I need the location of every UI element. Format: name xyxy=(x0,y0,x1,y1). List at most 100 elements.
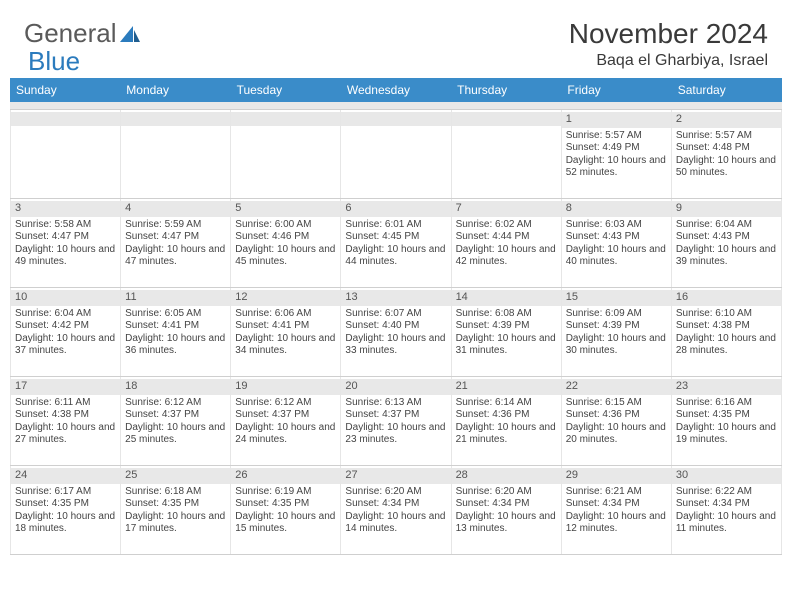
day-number: 17 xyxy=(15,380,27,392)
sunset-text: Sunset: 4:37 PM xyxy=(235,409,336,422)
daynum-row: 24 xyxy=(11,468,120,484)
week-row: 17Sunrise: 6:11 AMSunset: 4:38 PMDayligh… xyxy=(10,377,782,466)
day-number: 26 xyxy=(235,469,247,481)
daylight-text: Daylight: 10 hours and 44 minutes. xyxy=(345,244,446,269)
day-cell: 6Sunrise: 6:01 AMSunset: 4:45 PMDaylight… xyxy=(341,199,451,287)
daylight-text: Daylight: 10 hours and 31 minutes. xyxy=(456,333,557,358)
dow-row: Sunday Monday Tuesday Wednesday Thursday… xyxy=(10,78,782,102)
brand-logo: General xyxy=(24,18,141,49)
sunset-text: Sunset: 4:36 PM xyxy=(566,409,667,422)
calendar: Sunday Monday Tuesday Wednesday Thursday… xyxy=(0,78,792,555)
sunrise-text: Sunrise: 6:09 AM xyxy=(566,308,667,321)
daylight-text: Daylight: 10 hours and 50 minutes. xyxy=(676,155,777,180)
daylight-text: Daylight: 10 hours and 13 minutes. xyxy=(456,511,557,536)
daylight-text: Daylight: 10 hours and 17 minutes. xyxy=(125,511,226,536)
day-cell: 29Sunrise: 6:21 AMSunset: 4:34 PMDayligh… xyxy=(562,466,672,554)
daylight-text: Daylight: 10 hours and 34 minutes. xyxy=(235,333,336,358)
daylight-text: Daylight: 10 hours and 11 minutes. xyxy=(676,511,777,536)
week-row: 10Sunrise: 6:04 AMSunset: 4:42 PMDayligh… xyxy=(10,288,782,377)
day-number: 8 xyxy=(566,202,572,214)
sunset-text: Sunset: 4:35 PM xyxy=(676,409,777,422)
sunrise-text: Sunrise: 6:06 AM xyxy=(235,308,336,321)
sunrise-text: Sunrise: 6:11 AM xyxy=(15,397,116,410)
daylight-text: Daylight: 10 hours and 36 minutes. xyxy=(125,333,226,358)
daynum-row: 25 xyxy=(121,468,230,484)
day-number: 2 xyxy=(676,113,682,125)
daylight-text: Daylight: 10 hours and 15 minutes. xyxy=(235,511,336,536)
day-number: 13 xyxy=(345,291,357,303)
day-number: 28 xyxy=(456,469,468,481)
daynum-row: 28 xyxy=(452,468,561,484)
daylight-text: Daylight: 10 hours and 21 minutes. xyxy=(456,422,557,447)
daynum-row: 2 xyxy=(672,112,781,128)
daylight-text: Daylight: 10 hours and 20 minutes. xyxy=(566,422,667,447)
weeks-container: 1Sunrise: 5:57 AMSunset: 4:49 PMDaylight… xyxy=(10,110,782,555)
week-row: 1Sunrise: 5:57 AMSunset: 4:49 PMDaylight… xyxy=(10,110,782,199)
daynum-row: 3 xyxy=(11,201,120,217)
sunset-text: Sunset: 4:43 PM xyxy=(676,231,777,244)
sunrise-text: Sunrise: 6:12 AM xyxy=(125,397,226,410)
daynum-row xyxy=(121,112,230,126)
daylight-text: Daylight: 10 hours and 18 minutes. xyxy=(15,511,116,536)
daylight-text: Daylight: 10 hours and 28 minutes. xyxy=(676,333,777,358)
day-cell: 9Sunrise: 6:04 AMSunset: 4:43 PMDaylight… xyxy=(672,199,782,287)
sunset-text: Sunset: 4:45 PM xyxy=(345,231,446,244)
day-cell: 2Sunrise: 5:57 AMSunset: 4:48 PMDaylight… xyxy=(672,110,782,198)
day-number: 16 xyxy=(676,291,688,303)
daynum-row: 11 xyxy=(121,290,230,306)
sunrise-text: Sunrise: 5:57 AM xyxy=(676,130,777,143)
day-cell: 11Sunrise: 6:05 AMSunset: 4:41 PMDayligh… xyxy=(121,288,231,376)
daynum-row: 26 xyxy=(231,468,340,484)
daynum-row: 10 xyxy=(11,290,120,306)
daynum-row: 17 xyxy=(11,379,120,395)
dow-sunday: Sunday xyxy=(10,78,120,102)
day-number: 5 xyxy=(235,202,241,214)
daylight-text: Daylight: 10 hours and 12 minutes. xyxy=(566,511,667,536)
spacer xyxy=(10,102,782,110)
day-cell: 8Sunrise: 6:03 AMSunset: 4:43 PMDaylight… xyxy=(562,199,672,287)
day-cell: 26Sunrise: 6:19 AMSunset: 4:35 PMDayligh… xyxy=(231,466,341,554)
day-cell: 1Sunrise: 5:57 AMSunset: 4:49 PMDaylight… xyxy=(562,110,672,198)
day-cell: 22Sunrise: 6:15 AMSunset: 4:36 PMDayligh… xyxy=(562,377,672,465)
day-cell xyxy=(121,110,231,198)
sunset-text: Sunset: 4:35 PM xyxy=(235,498,336,511)
daylight-text: Daylight: 10 hours and 30 minutes. xyxy=(566,333,667,358)
day-cell: 10Sunrise: 6:04 AMSunset: 4:42 PMDayligh… xyxy=(10,288,121,376)
sunrise-text: Sunrise: 6:10 AM xyxy=(676,308,777,321)
day-number: 29 xyxy=(566,469,578,481)
sunset-text: Sunset: 4:39 PM xyxy=(566,320,667,333)
day-cell: 27Sunrise: 6:20 AMSunset: 4:34 PMDayligh… xyxy=(341,466,451,554)
sunrise-text: Sunrise: 6:20 AM xyxy=(345,486,446,499)
day-number: 7 xyxy=(456,202,462,214)
daynum-row: 4 xyxy=(121,201,230,217)
sunrise-text: Sunrise: 6:04 AM xyxy=(676,219,777,232)
daynum-row: 1 xyxy=(562,112,671,128)
daynum-row: 29 xyxy=(562,468,671,484)
daynum-row xyxy=(341,112,450,126)
sunrise-text: Sunrise: 5:58 AM xyxy=(15,219,116,232)
sunset-text: Sunset: 4:34 PM xyxy=(676,498,777,511)
day-cell: 25Sunrise: 6:18 AMSunset: 4:35 PMDayligh… xyxy=(121,466,231,554)
sunset-text: Sunset: 4:47 PM xyxy=(15,231,116,244)
daynum-row: 5 xyxy=(231,201,340,217)
sunset-text: Sunset: 4:46 PM xyxy=(235,231,336,244)
sunrise-text: Sunrise: 6:00 AM xyxy=(235,219,336,232)
week-row: 24Sunrise: 6:17 AMSunset: 4:35 PMDayligh… xyxy=(10,466,782,555)
daynum-row: 19 xyxy=(231,379,340,395)
daylight-text: Daylight: 10 hours and 14 minutes. xyxy=(345,511,446,536)
daynum-row: 13 xyxy=(341,290,450,306)
sunrise-text: Sunrise: 6:18 AM xyxy=(125,486,226,499)
daynum-row: 12 xyxy=(231,290,340,306)
sunrise-text: Sunrise: 6:13 AM xyxy=(345,397,446,410)
daynum-row: 30 xyxy=(672,468,781,484)
location: Baqa el Gharbiya, Israel xyxy=(569,52,768,70)
day-cell: 7Sunrise: 6:02 AMSunset: 4:44 PMDaylight… xyxy=(452,199,562,287)
sunset-text: Sunset: 4:43 PM xyxy=(566,231,667,244)
daylight-text: Daylight: 10 hours and 27 minutes. xyxy=(15,422,116,447)
sunset-text: Sunset: 4:41 PM xyxy=(125,320,226,333)
sunrise-text: Sunrise: 6:22 AM xyxy=(676,486,777,499)
day-number: 10 xyxy=(15,291,27,303)
sunset-text: Sunset: 4:47 PM xyxy=(125,231,226,244)
day-number: 30 xyxy=(676,469,688,481)
sunset-text: Sunset: 4:34 PM xyxy=(345,498,446,511)
